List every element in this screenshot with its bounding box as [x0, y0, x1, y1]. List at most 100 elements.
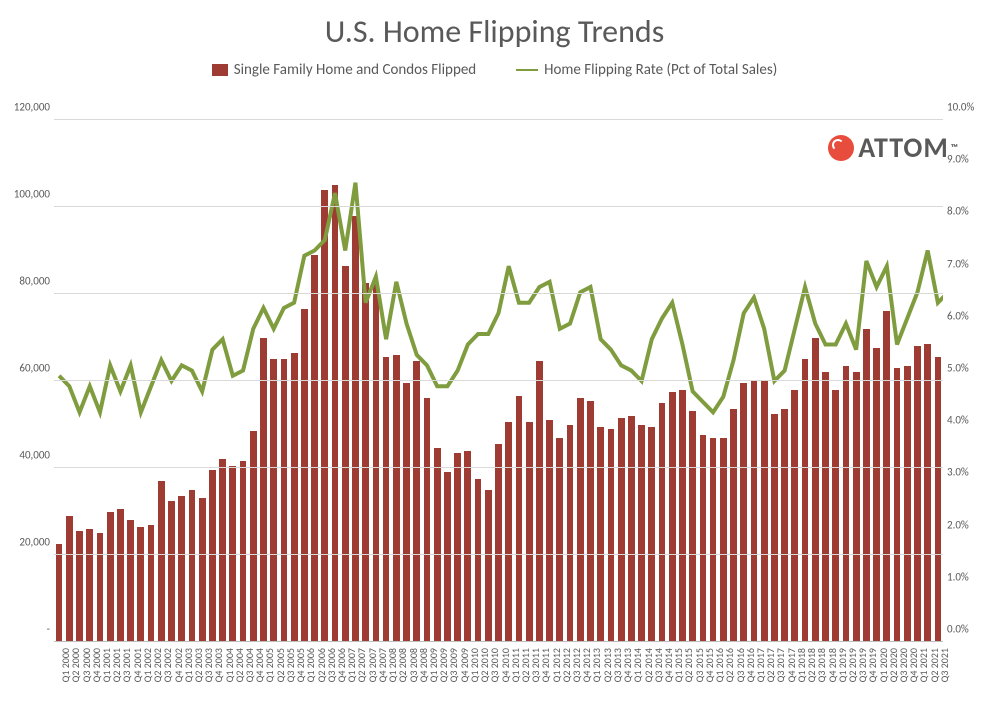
bar-slot [453, 120, 463, 642]
bar-slot [861, 120, 871, 642]
x-label-slot: Q2 2011 [514, 644, 524, 718]
bar-slot [667, 120, 677, 642]
x-label-slot: Q4 2014 [657, 644, 667, 718]
bar-slot [912, 120, 922, 642]
bar [199, 498, 206, 642]
x-label-slot: Q1 2006 [299, 644, 309, 718]
y-left-tick-label: 80,000 [4, 275, 50, 288]
x-label-slot: Q4 2002 [166, 644, 176, 718]
bar [669, 392, 676, 642]
x-label-slot: Q1 2018 [790, 644, 800, 718]
x-label-slot: Q2 2008 [391, 644, 401, 718]
legend-line-swatch [516, 69, 538, 71]
bar [751, 381, 758, 642]
x-label-slot: Q1 2004 [218, 644, 228, 718]
bar [832, 390, 839, 642]
bar [56, 544, 63, 642]
x-label-slot: Q3 2009 [442, 644, 452, 718]
bar-slot [534, 120, 544, 642]
bar-slot [790, 120, 800, 642]
bar [740, 383, 747, 642]
x-label-slot: Q1 2016 [708, 644, 718, 718]
x-label-slot: Q1 2005 [258, 644, 268, 718]
bar [352, 216, 359, 642]
bar-slot [228, 120, 238, 642]
x-label-slot: Q1 2002 [136, 644, 146, 718]
bar-slot [514, 120, 524, 642]
x-label-slot: Q2 2010 [473, 644, 483, 718]
bar-slot [401, 120, 411, 642]
bars-group [54, 120, 943, 642]
bar-slot [238, 120, 248, 642]
bar [127, 520, 134, 642]
x-label-slot: Q2 2017 [759, 644, 769, 718]
bar [720, 438, 727, 642]
legend-line-label: Home Flipping Rate (Pct of Total Sales) [544, 61, 777, 79]
bar [373, 283, 380, 642]
bar-slot [636, 120, 646, 642]
bar [270, 359, 277, 642]
bar [873, 348, 880, 642]
y-left-tick-label: 100,000 [4, 188, 50, 201]
bar [689, 411, 696, 642]
x-label-slot: Q1 2000 [54, 644, 64, 718]
bar [628, 416, 635, 642]
bar-slot [892, 120, 902, 642]
bar [168, 501, 175, 642]
x-label-slot: Q2 2015 [677, 644, 687, 718]
bar [219, 459, 226, 642]
bar [148, 525, 155, 642]
bar [189, 490, 196, 642]
x-tick-label: Q3 2021 [938, 648, 951, 682]
bar [791, 390, 798, 642]
bar [567, 425, 574, 643]
chart-container: U.S. Home Flipping Trends Single Family … [0, 0, 989, 720]
bar [802, 359, 809, 642]
bar-slot [688, 120, 698, 642]
x-label-slot: Q4 2005 [289, 644, 299, 718]
bar-slot [197, 120, 207, 642]
bar-slot [136, 120, 146, 642]
x-label-slot: Q2 2021 [923, 644, 933, 718]
grid-line [54, 467, 943, 468]
x-label-slot: Q3 2007 [361, 644, 371, 718]
bar [914, 346, 921, 642]
y-left-tick-label: 20,000 [4, 536, 50, 549]
bar [608, 429, 615, 642]
bar [250, 431, 257, 642]
y-right-tick-label: 2.0% [947, 518, 987, 531]
x-label-slot: Q1 2011 [504, 644, 514, 718]
x-label-slot: Q4 2004 [248, 644, 258, 718]
x-label-slot: Q1 2008 [381, 644, 391, 718]
x-label-slot: Q2 2009 [432, 644, 442, 718]
bar [505, 422, 512, 642]
x-label-slot: Q2 2005 [269, 644, 279, 718]
y-right-tick-label: 4.0% [947, 414, 987, 427]
bar [863, 329, 870, 642]
bar [597, 427, 604, 642]
x-label-slot: Q4 2018 [820, 644, 830, 718]
x-label-slot: Q2 2001 [105, 644, 115, 718]
y-left-tick-label: - [4, 623, 50, 636]
bar-slot [340, 120, 350, 642]
bar [812, 338, 819, 643]
x-label-slot: Q4 2019 [861, 644, 871, 718]
x-label-slot: Q1 2012 [545, 644, 555, 718]
bar [342, 266, 349, 642]
bar-slot [146, 120, 156, 642]
y-right-tick-label: 10.0% [947, 101, 987, 114]
x-label-slot: Q3 2004 [238, 644, 248, 718]
x-label-slot: Q4 2016 [739, 644, 749, 718]
bar [66, 516, 73, 642]
bar [291, 353, 298, 642]
bar-slot [350, 120, 360, 642]
plot-area: -20,00040,00060,00080,000100,000120,0000… [54, 120, 943, 642]
x-label-slot: Q1 2001 [95, 644, 105, 718]
x-label-slot: Q3 2018 [810, 644, 820, 718]
x-label-slot: Q2 2019 [841, 644, 851, 718]
bar-slot [769, 120, 779, 642]
x-label-slot: Q1 2019 [831, 644, 841, 718]
bar-slot [371, 120, 381, 642]
bar-slot [74, 120, 84, 642]
bar [924, 344, 931, 642]
